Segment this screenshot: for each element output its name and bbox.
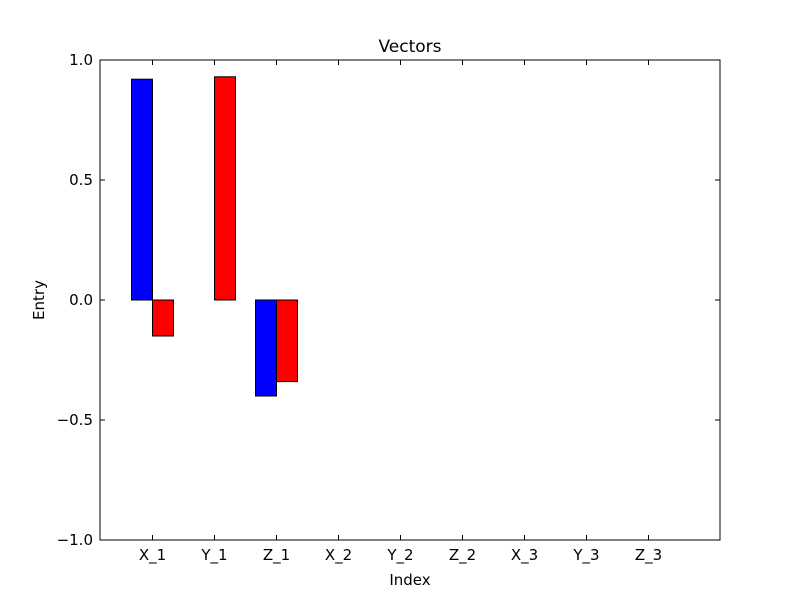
y-axis: −1.0 −0.5 0.0 0.5 1.0 [57, 51, 720, 549]
x-tick-label: Z_1 [263, 546, 290, 565]
bar-Y_1-series-2 [214, 76, 236, 301]
bar-X_1-series-1 [131, 78, 153, 301]
y-tick-label: −1.0 [57, 531, 93, 549]
bar-Z_1-series-1 [255, 299, 277, 397]
y-tick-label: 0.0 [69, 291, 93, 309]
x-tick-label: X_2 [325, 546, 352, 565]
bars-layer [131, 76, 298, 397]
y-tick-label: 1.0 [69, 51, 93, 69]
x-tick-label: Z_3 [635, 546, 662, 565]
y-axis-label: Entry [30, 280, 48, 320]
y-tick-label: −0.5 [57, 411, 93, 429]
bar-Z_1-series-2 [276, 299, 298, 383]
y-tick-label: 0.5 [69, 171, 93, 189]
x-axis-label: Index [389, 571, 430, 589]
x-axis: X_1 Y_1 Z_1 X_2 Y_2 Z_2 X_3 Y_3 Z_3 [139, 60, 662, 565]
x-tick-label: Y_2 [386, 546, 413, 565]
x-tick-label: X_1 [139, 546, 166, 565]
bar-X_1-series-2 [152, 299, 174, 337]
x-tick-label: Y_1 [200, 546, 227, 565]
x-tick-label: Z_2 [449, 546, 476, 565]
x-tick-label: Y_3 [572, 546, 599, 565]
x-tick-label: X_3 [511, 546, 538, 565]
chart-title: Vectors [378, 37, 441, 57]
